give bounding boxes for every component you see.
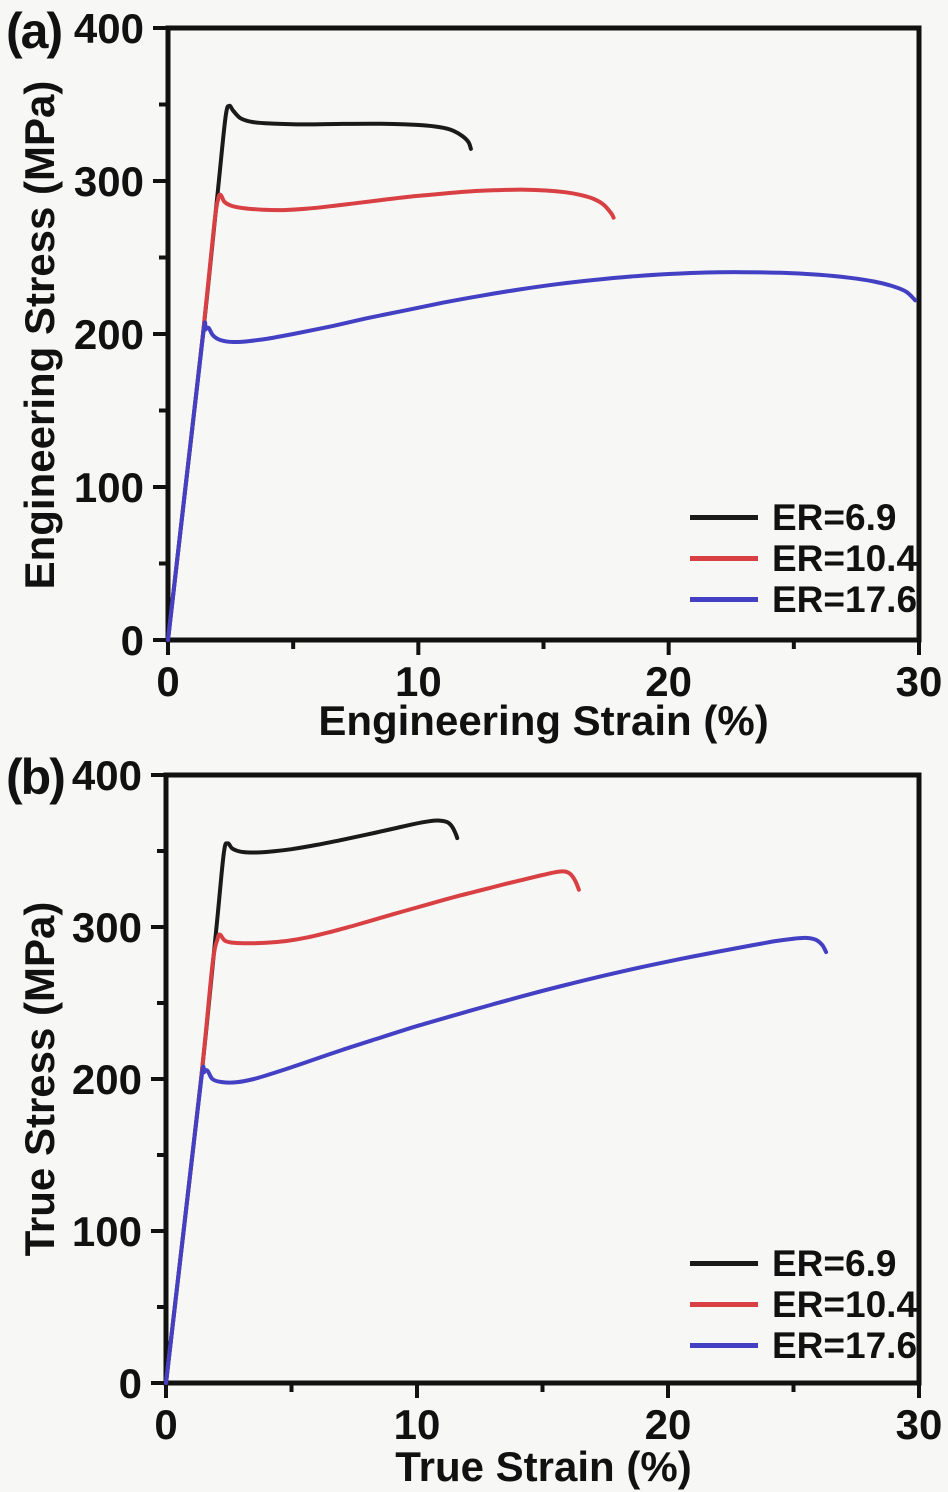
x-axis-title-b: True Strain (%) <box>395 1443 692 1490</box>
y-tick-label: 400 <box>72 752 142 799</box>
legend-row: ER=17.6 <box>690 579 917 620</box>
y-tick-label: 300 <box>72 904 142 951</box>
y-axis-title-a: Engineering Stress (MPa) <box>16 80 63 590</box>
x-tick-label: 20 <box>645 658 692 705</box>
legend-label: ER=6.9 <box>772 496 897 538</box>
x-tick-label: 20 <box>645 1401 692 1448</box>
y-tick-label: 100 <box>74 464 144 511</box>
legend-row: ER=10.4 <box>690 1284 917 1325</box>
legend-label: ER=6.9 <box>772 1242 897 1284</box>
x-tick-label: 10 <box>394 1401 441 1448</box>
series-line-er-10.4 <box>164 869 581 1385</box>
series-line-er-10.4 <box>166 187 616 642</box>
panel-b: 0 10 20 30 0 100 200 300 400 (b) True Stress (MP… <box>0 746 948 1492</box>
legend-row: ER=6.9 <box>690 497 917 538</box>
panel-label-a: (a) <box>6 3 63 59</box>
legend-line-swatch <box>690 1343 758 1348</box>
y-tick-label: 200 <box>74 311 144 358</box>
x-tick-label: 0 <box>154 1401 177 1448</box>
series-line-er-6.9 <box>164 818 460 1385</box>
legend-label: ER=10.4 <box>772 537 918 579</box>
legend-b: ER=6.9 ER=10.4 ER=17.6 <box>690 1243 917 1366</box>
x-tick-label: 30 <box>896 1401 943 1448</box>
legend-line-swatch <box>690 1302 758 1307</box>
x-tick-label: 30 <box>896 658 943 705</box>
legend-line-swatch <box>690 515 758 520</box>
y-tick-label: 300 <box>74 158 144 205</box>
legend-a: ER=6.9 ER=10.4 ER=17.6 <box>690 497 917 620</box>
y-tick-label: 100 <box>72 1208 142 1255</box>
panel-label-b: (b) <box>6 749 66 805</box>
x-axis-title-a: Engineering Strain (%) <box>318 697 769 744</box>
y-tick-label: 400 <box>74 5 144 52</box>
legend-row: ER=17.6 <box>690 1325 917 1366</box>
legend-row: ER=10.4 <box>690 538 917 579</box>
series-line-er-17.6 <box>164 935 829 1385</box>
y-tick-label: 0 <box>119 1360 142 1407</box>
legend-line-swatch <box>690 556 758 561</box>
x-tick-label: 10 <box>395 658 442 705</box>
legend-line-swatch <box>690 1261 758 1266</box>
panel-a: 0 10 20 30 0 100 200 300 400 (a) Engineering Str… <box>6 3 943 744</box>
series-line-er-17.6 <box>166 270 918 642</box>
y-tick-label: 0 <box>121 617 144 664</box>
legend-row: ER=6.9 <box>690 1243 917 1284</box>
y-axis-title-b: True Stress (MPa) <box>16 901 63 1257</box>
legend-label: ER=10.4 <box>772 1283 918 1325</box>
legend-label: ER=17.6 <box>772 578 918 620</box>
legend-label: ER=17.6 <box>772 1324 918 1366</box>
series-line-er-6.9 <box>166 103 473 642</box>
legend-line-swatch <box>690 597 758 602</box>
x-tick-label: 0 <box>156 658 179 705</box>
y-tick-label: 200 <box>72 1056 142 1103</box>
